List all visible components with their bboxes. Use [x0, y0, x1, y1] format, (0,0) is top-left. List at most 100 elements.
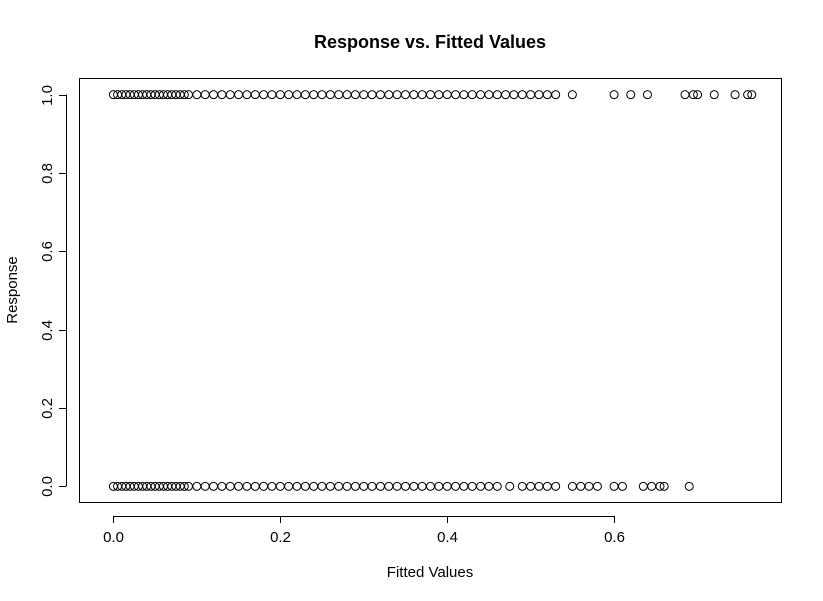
data-point: [576, 481, 586, 491]
data-point: [284, 90, 294, 100]
data-point: [551, 481, 561, 491]
data-point: [192, 90, 202, 100]
data-point: [325, 481, 335, 491]
chart-title: Response vs. Fitted Values: [314, 32, 546, 52]
data-point: [526, 481, 536, 491]
data-point: [743, 90, 753, 100]
data-point: [655, 481, 665, 491]
data-point: [434, 90, 444, 100]
data-point: [275, 481, 285, 491]
data-point: [267, 481, 277, 491]
data-point: [426, 481, 435, 491]
data-point: [484, 481, 494, 491]
data-point: [342, 90, 352, 100]
x-axis-label: Fitted Values: [387, 564, 473, 581]
y-axis-label: Response: [4, 256, 21, 324]
data-point: [567, 90, 577, 100]
data-point: [225, 481, 235, 491]
data-point: [417, 481, 427, 491]
data-point: [517, 90, 527, 100]
data-point: [647, 481, 657, 491]
data-point: [250, 90, 260, 100]
x-tick-label: 0.4: [437, 529, 458, 546]
data-point: [592, 481, 602, 491]
data-point: [680, 90, 690, 100]
data-point: [250, 481, 260, 491]
data-point: [584, 481, 594, 491]
data-point: [350, 90, 360, 100]
x-tick-label: 0.2: [270, 529, 291, 546]
data-point: [551, 90, 561, 100]
data-point: [693, 90, 703, 100]
data-point: [476, 481, 486, 491]
plot-area: [79, 78, 782, 503]
y-tick-label: 0.4: [39, 320, 56, 341]
data-point: [375, 481, 385, 491]
data-point: [400, 90, 410, 100]
data-point: [300, 90, 310, 100]
data-point: [400, 481, 410, 491]
data-point: [225, 90, 235, 100]
data-point: [259, 481, 269, 491]
data-point: [517, 481, 527, 491]
data-point: [467, 90, 477, 100]
x-tick-label: 0.0: [103, 529, 124, 546]
data-point: [367, 90, 377, 100]
data-point: [234, 481, 244, 491]
data-point: [242, 90, 252, 100]
data-point: [484, 90, 494, 100]
data-point: [200, 481, 210, 491]
data-point: [534, 90, 544, 100]
data-point: [609, 90, 619, 100]
data-point: [384, 90, 394, 100]
data-point: [409, 90, 419, 100]
data-point: [626, 90, 636, 100]
data-point: [526, 90, 536, 100]
data-point: [492, 90, 502, 100]
y-tick-label: 0.8: [39, 163, 56, 184]
data-point: [434, 481, 444, 491]
data-point: [192, 481, 202, 491]
data-point: [638, 481, 648, 491]
data-point: [179, 90, 189, 100]
data-point: [392, 481, 402, 491]
data-point: [534, 481, 544, 491]
data-point: [542, 481, 552, 491]
data-point: [300, 481, 310, 491]
y-tick-label: 1.0: [39, 85, 56, 106]
data-point: [267, 90, 277, 100]
data-point: [200, 90, 210, 100]
data-point: [451, 90, 461, 100]
data-point: [409, 481, 419, 491]
data-point: [684, 481, 694, 491]
x-axis: 0.0 0.2 0.4 0.6: [103, 516, 625, 546]
data-point: [459, 90, 469, 100]
data-point: [309, 90, 319, 100]
data-point: [659, 481, 669, 491]
data-point: [325, 90, 335, 100]
data-point: [359, 481, 369, 491]
data-point: [317, 481, 327, 491]
data-point: [476, 90, 486, 100]
data-point: [730, 90, 740, 100]
data-point: [309, 481, 319, 491]
data-point: [359, 90, 369, 100]
data-point: [442, 481, 452, 491]
data-points: [108, 90, 757, 491]
data-point: [505, 481, 515, 491]
y-tick-label: 0.6: [39, 241, 56, 262]
data-point: [688, 90, 698, 100]
data-point: [442, 90, 452, 100]
data-point: [317, 90, 327, 100]
data-point: [259, 90, 269, 100]
data-point: [542, 90, 552, 100]
data-point: [350, 481, 360, 491]
data-point: [242, 481, 252, 491]
data-point: [492, 481, 502, 491]
data-point: [209, 90, 219, 100]
y-tick-label: 0.0: [39, 476, 56, 497]
data-point: [567, 481, 577, 491]
data-point: [334, 481, 344, 491]
data-point: [217, 481, 227, 491]
